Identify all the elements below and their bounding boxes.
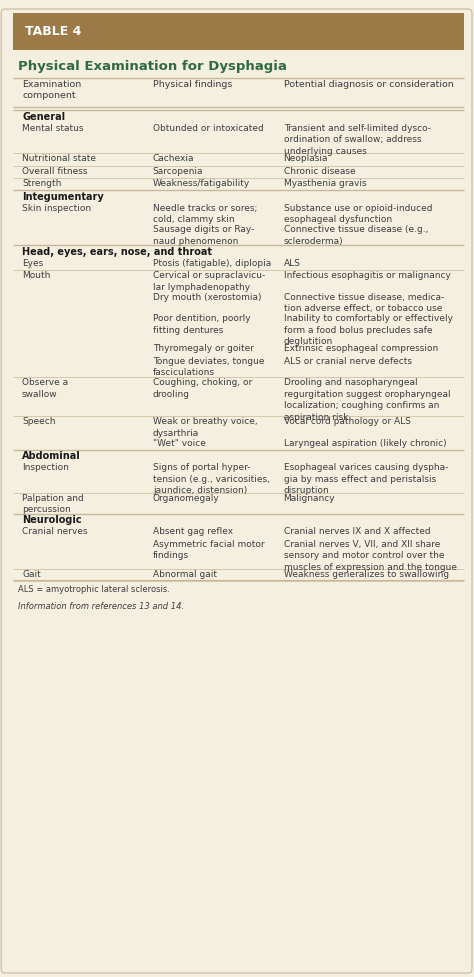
Text: Head, eyes, ears, nose, and throat: Head, eyes, ears, nose, and throat <box>22 247 212 257</box>
Text: Esophageal varices causing dyspha-
gia by mass effect and peristalsis
disruption: Esophageal varices causing dyspha- gia b… <box>283 463 448 495</box>
Text: "Wet" voice: "Wet" voice <box>153 439 206 447</box>
Text: Dry mouth (xerostomia): Dry mouth (xerostomia) <box>153 293 261 302</box>
Text: Cranial nerves IX and X affected: Cranial nerves IX and X affected <box>283 527 430 536</box>
Text: Chronic disease: Chronic disease <box>283 167 355 176</box>
Text: Gait: Gait <box>22 570 41 578</box>
Text: Organomegaly: Organomegaly <box>153 493 219 502</box>
Text: Myasthenia gravis: Myasthenia gravis <box>283 180 366 189</box>
Text: Sausage digits or Ray-
naud phenomenon: Sausage digits or Ray- naud phenomenon <box>153 226 254 246</box>
Text: ALS: ALS <box>283 259 301 268</box>
Text: Connective tissue disease (e.g.,
scleroderma): Connective tissue disease (e.g., sclerod… <box>283 226 428 246</box>
Text: Laryngeal aspiration (likely chronic): Laryngeal aspiration (likely chronic) <box>283 439 446 447</box>
Text: Cranial nerves: Cranial nerves <box>22 527 88 536</box>
Text: ALS or cranial nerve defects: ALS or cranial nerve defects <box>283 357 411 366</box>
Text: Asymmetric facial motor
findings: Asymmetric facial motor findings <box>153 539 264 560</box>
Text: Overall fitness: Overall fitness <box>22 167 88 176</box>
Text: Strength: Strength <box>22 180 62 189</box>
Text: Observe a
swallow: Observe a swallow <box>22 378 68 399</box>
Text: Thyromegaly or goiter: Thyromegaly or goiter <box>153 345 254 354</box>
Text: Inspection: Inspection <box>22 463 69 473</box>
Text: Inability to comfortably or effectively
form a food bolus precludes safe
degluti: Inability to comfortably or effectively … <box>283 315 453 346</box>
Text: General: General <box>22 112 65 122</box>
Text: Cranial nerves V, VII, and XII share
sensory and motor control over the
muscles : Cranial nerves V, VII, and XII share sen… <box>283 539 456 572</box>
Text: Information from references 13 and 14.: Information from references 13 and 14. <box>18 603 184 612</box>
Text: Weakness generalizes to swallowing: Weakness generalizes to swallowing <box>283 570 449 578</box>
Text: Absent gag reflex: Absent gag reflex <box>153 527 233 536</box>
Text: Poor dentition, poorly
fitting dentures: Poor dentition, poorly fitting dentures <box>153 315 250 335</box>
Text: Transient and self-limited dysco-
ordination of swallow; address
underlying caus: Transient and self-limited dysco- ordina… <box>283 124 430 156</box>
Text: Tongue deviates, tongue
fasciculations: Tongue deviates, tongue fasciculations <box>153 357 264 377</box>
Text: Physical Examination for Dysphagia: Physical Examination for Dysphagia <box>18 60 287 73</box>
Text: Cachexia: Cachexia <box>153 154 194 163</box>
Text: Integumentary: Integumentary <box>22 192 104 202</box>
Text: Sarcopenia: Sarcopenia <box>153 167 203 176</box>
Text: Infectious esophagitis or malignancy: Infectious esophagitis or malignancy <box>283 272 450 280</box>
Text: Palpation and
percussion: Palpation and percussion <box>22 493 84 514</box>
Text: Vocal cord pathology or ALS: Vocal cord pathology or ALS <box>283 417 410 426</box>
Text: Mental status: Mental status <box>22 124 83 133</box>
Bar <box>13 13 464 50</box>
Text: Eyes: Eyes <box>22 259 43 268</box>
Text: Abnormal gait: Abnormal gait <box>153 570 217 578</box>
Text: Extrinsic esophageal compression: Extrinsic esophageal compression <box>283 345 438 354</box>
Text: Weak or breathy voice,
dysarthria: Weak or breathy voice, dysarthria <box>153 417 257 438</box>
Text: TABLE 4: TABLE 4 <box>25 25 82 38</box>
Text: Ptosis (fatigable), diplopia: Ptosis (fatigable), diplopia <box>153 259 271 268</box>
Text: Abdominal: Abdominal <box>22 451 81 461</box>
Text: Examination
component: Examination component <box>22 80 81 100</box>
Text: Drooling and nasopharyngeal
regurgitation suggest oropharyngeal
localization; co: Drooling and nasopharyngeal regurgitatio… <box>283 378 450 422</box>
Text: Nutritional state: Nutritional state <box>22 154 96 163</box>
Text: Speech: Speech <box>22 417 55 426</box>
Text: Needle tracks or sores;
cold, clammy skin: Needle tracks or sores; cold, clammy ski… <box>153 204 257 225</box>
Text: Coughing, choking, or
drooling: Coughing, choking, or drooling <box>153 378 252 399</box>
Text: Mouth: Mouth <box>22 272 50 280</box>
Text: ALS = amyotrophic lateral sclerosis.: ALS = amyotrophic lateral sclerosis. <box>18 585 170 594</box>
Text: Neurologic: Neurologic <box>22 515 82 525</box>
Text: Skin inspection: Skin inspection <box>22 204 91 213</box>
Text: Physical findings: Physical findings <box>153 80 232 89</box>
Text: Obtunded or intoxicated: Obtunded or intoxicated <box>153 124 264 133</box>
Text: Weakness/fatigability: Weakness/fatigability <box>153 180 250 189</box>
Text: Connective tissue disease, medica-
tion adverse effect, or tobacco use: Connective tissue disease, medica- tion … <box>283 293 444 314</box>
Text: Malignancy: Malignancy <box>283 493 335 502</box>
Text: Neoplasia: Neoplasia <box>283 154 328 163</box>
Text: Substance use or opioid-induced
esophageal dysfunction: Substance use or opioid-induced esophage… <box>283 204 432 225</box>
Text: Cervical or supraclavicu-
lar lymphadenopathy: Cervical or supraclavicu- lar lymphadeno… <box>153 272 265 292</box>
Text: Potential diagnosis or consideration: Potential diagnosis or consideration <box>283 80 453 89</box>
Text: Signs of portal hyper-
tension (e.g., varicosities,
jaundice, distension): Signs of portal hyper- tension (e.g., va… <box>153 463 270 495</box>
